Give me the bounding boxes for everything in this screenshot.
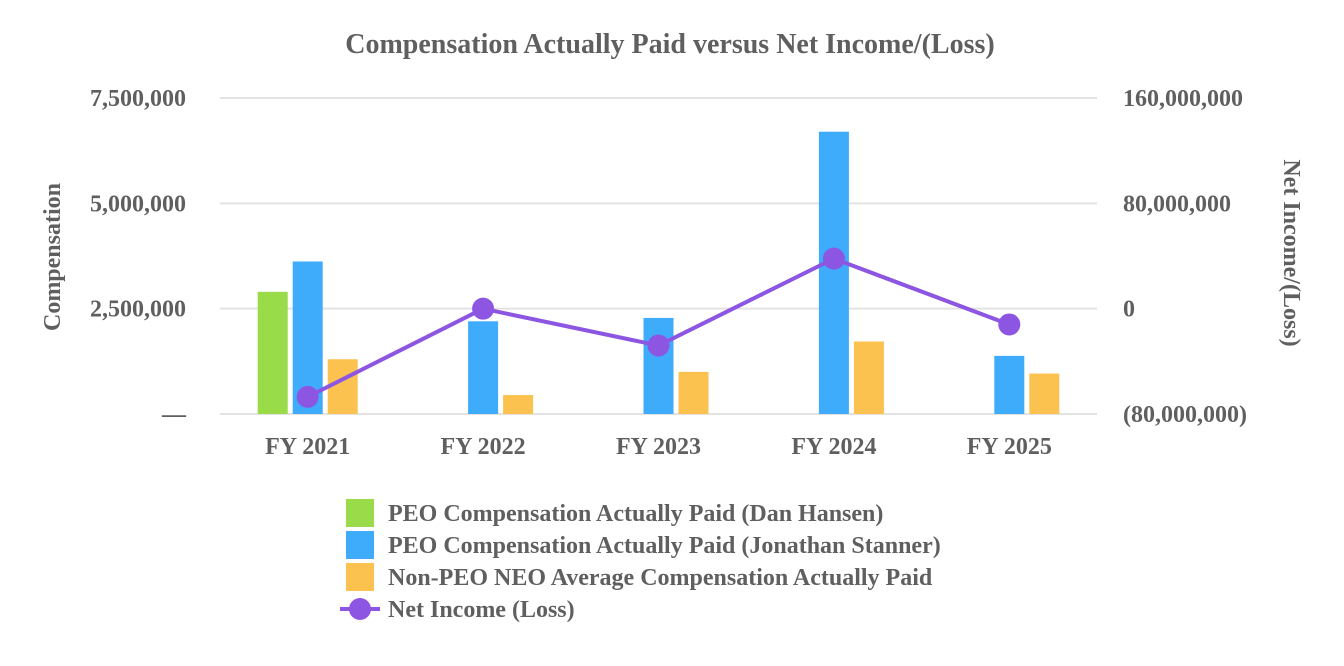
y-left-tick-label: 7,500,000 [90,86,186,112]
bar [257,291,288,414]
bars [257,131,1060,414]
net-income-point [998,313,1021,336]
y-right-tick-label: (80,000,000) [1123,402,1247,428]
net-income-point [647,334,670,357]
legend-marker [349,598,371,620]
net-income-point [296,385,319,408]
x-tick-label: FY 2024 [791,434,876,460]
legend-label: PEO Compensation Actually Paid (Jonathan… [388,533,941,559]
axis-ticks: — 2,500,000 5,000,000 7,500,000 (80,000,000)… [90,86,1247,460]
bar [678,371,709,414]
bar [468,321,499,414]
y-axis-right-label: Net Income/(Loss) [1278,159,1304,346]
y-left-tick-label: 5,000,000 [90,191,186,217]
bar [818,131,849,414]
net-income-point [472,297,495,320]
bar [327,359,358,414]
x-tick-label: FY 2025 [967,434,1052,460]
legend-label: Net Income (Loss) [388,597,575,623]
x-tick-label: FY 2022 [441,434,526,460]
bar [503,395,534,414]
legend-label: Non-PEO NEO Average Compensation Actuall… [388,565,933,591]
y-right-tick-label: 80,000,000 [1123,191,1231,217]
bar [994,355,1025,414]
x-tick-label: FY 2023 [616,434,701,460]
chart-title: Compensation Actually Paid versus Net In… [345,29,994,60]
net-income-line-layer [296,247,1021,408]
y-axis-left-label: Compensation [40,183,66,331]
legend-swatch [346,563,374,591]
y-left-tick-label: — [161,402,187,428]
bar [853,341,884,414]
net-income-point [822,247,845,270]
legend: PEO Compensation Actually Paid (Dan Hans… [340,499,941,623]
y-right-tick-label: 0 [1123,297,1135,323]
legend-label: PEO Compensation Actually Paid (Dan Hans… [388,501,883,527]
bar [1029,373,1060,414]
legend-swatch [346,531,374,559]
y-left-tick-label: 2,500,000 [90,297,186,323]
y-right-tick-label: 160,000,000 [1123,86,1243,112]
x-tick-label: FY 2021 [265,434,350,460]
legend-swatch [346,499,374,527]
bar [643,317,674,414]
